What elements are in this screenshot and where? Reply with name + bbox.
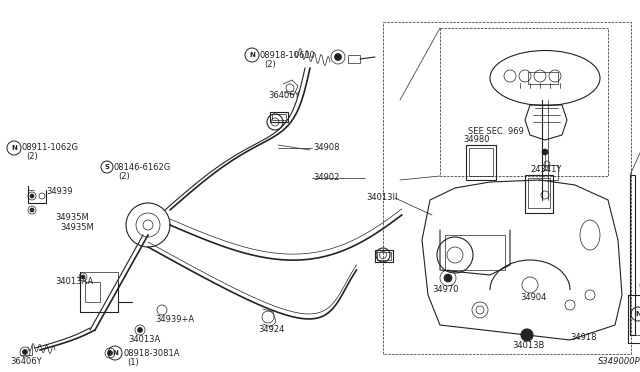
Text: (2): (2): [264, 60, 276, 68]
Circle shape: [108, 350, 113, 356]
Text: 08911-1062G: 08911-1062G: [22, 144, 79, 153]
Text: 34918: 34918: [570, 334, 596, 343]
Bar: [466, 145, 496, 180]
Text: 36406Y: 36406Y: [268, 90, 300, 99]
Bar: [377, 252, 391, 260]
Text: N: N: [635, 311, 640, 317]
Bar: [528, 72, 558, 84]
Bar: [375, 250, 393, 262]
Text: N: N: [112, 350, 118, 356]
Text: 34013B: 34013B: [512, 340, 545, 350]
Text: 34935M: 34935M: [60, 224, 93, 232]
Circle shape: [335, 54, 342, 61]
Bar: [469, 148, 493, 176]
Circle shape: [81, 275, 85, 279]
Circle shape: [138, 327, 143, 333]
Text: 34980: 34980: [463, 135, 490, 144]
Bar: [270, 112, 288, 122]
Bar: [348, 55, 360, 63]
Text: 34970: 34970: [432, 285, 458, 295]
Text: 34935M: 34935M: [55, 214, 89, 222]
Text: 34939+A: 34939+A: [155, 315, 194, 324]
Text: 08146-6162G: 08146-6162G: [114, 163, 172, 171]
Text: SEE SEC. 969: SEE SEC. 969: [468, 128, 524, 137]
Text: 34013AA: 34013AA: [55, 278, 93, 286]
Text: N: N: [11, 145, 17, 151]
Text: (2): (2): [118, 171, 130, 180]
Circle shape: [542, 149, 548, 155]
Circle shape: [521, 329, 533, 341]
Text: 08918-3081A: 08918-3081A: [123, 349, 179, 357]
Bar: [628, 295, 640, 343]
Text: 34013A: 34013A: [128, 336, 160, 344]
Text: 08918-10610: 08918-10610: [260, 51, 316, 60]
Text: 34924: 34924: [258, 326, 284, 334]
Bar: [383, 22, 631, 354]
Text: 34908: 34908: [313, 144, 339, 153]
Circle shape: [444, 274, 452, 282]
Text: 34939: 34939: [46, 187, 72, 196]
Text: 24341Y: 24341Y: [530, 166, 561, 174]
Text: (2): (2): [26, 153, 38, 161]
Text: N: N: [249, 52, 255, 58]
Bar: [630, 175, 635, 335]
Circle shape: [30, 208, 34, 212]
Text: S: S: [104, 164, 109, 170]
Text: S349000P: S349000P: [598, 357, 640, 366]
Text: 36406Y: 36406Y: [10, 357, 42, 366]
Circle shape: [22, 350, 28, 355]
Text: (1): (1): [127, 357, 139, 366]
Bar: [272, 114, 286, 120]
Bar: [80, 272, 118, 312]
Bar: [440, 28, 608, 176]
Circle shape: [30, 194, 34, 198]
Bar: [528, 178, 550, 208]
Text: 34013II: 34013II: [366, 193, 397, 202]
Bar: [445, 235, 505, 270]
Bar: [85, 282, 100, 302]
Text: 34904: 34904: [520, 292, 547, 301]
Text: 34902: 34902: [313, 173, 339, 183]
Bar: [525, 175, 553, 213]
